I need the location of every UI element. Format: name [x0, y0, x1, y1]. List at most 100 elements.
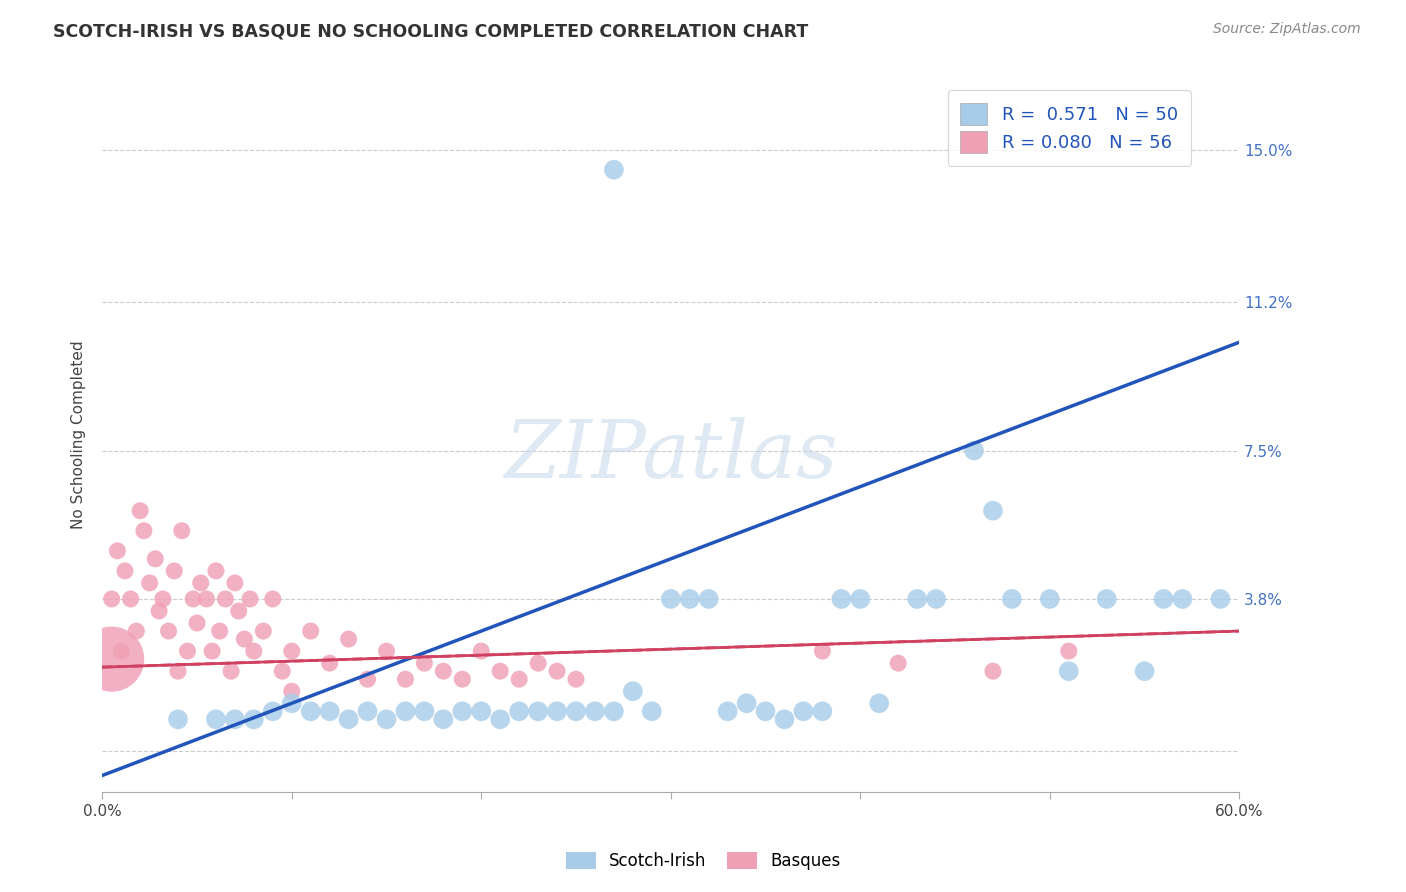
Point	[1057, 644, 1080, 658]
Point	[603, 162, 626, 177]
Point	[190, 575, 212, 590]
Point	[963, 443, 986, 458]
Point	[470, 644, 492, 658]
Point	[451, 672, 474, 686]
Point	[546, 704, 568, 718]
Point	[641, 704, 664, 718]
Point	[583, 704, 606, 718]
Point	[470, 704, 492, 718]
Point	[152, 591, 174, 606]
Point	[868, 696, 890, 710]
Text: ZIPatlas: ZIPatlas	[503, 417, 838, 495]
Point	[125, 624, 148, 638]
Point	[1209, 591, 1232, 606]
Point	[205, 564, 228, 578]
Point	[451, 704, 474, 718]
Point	[214, 591, 236, 606]
Point	[432, 664, 454, 678]
Point	[925, 591, 948, 606]
Point	[132, 524, 155, 538]
Legend: R =  0.571   N = 50, R = 0.080   N = 56: R = 0.571 N = 50, R = 0.080 N = 56	[948, 90, 1191, 166]
Point	[163, 564, 186, 578]
Point	[100, 652, 122, 666]
Point	[262, 704, 284, 718]
Point	[830, 591, 852, 606]
Point	[280, 696, 302, 710]
Point	[1039, 591, 1062, 606]
Point	[697, 591, 720, 606]
Point	[621, 684, 644, 698]
Point	[394, 704, 416, 718]
Point	[811, 644, 834, 658]
Point	[233, 632, 256, 646]
Point	[195, 591, 218, 606]
Point	[176, 644, 198, 658]
Point	[489, 664, 512, 678]
Point	[280, 644, 302, 658]
Point	[208, 624, 231, 638]
Point	[981, 664, 1004, 678]
Legend: Scotch-Irish, Basques: Scotch-Irish, Basques	[560, 845, 846, 877]
Point	[186, 615, 208, 630]
Point	[201, 644, 224, 658]
Point	[356, 704, 378, 718]
Point	[508, 704, 530, 718]
Y-axis label: No Schooling Completed: No Schooling Completed	[72, 340, 86, 529]
Point	[181, 591, 204, 606]
Point	[228, 604, 250, 618]
Point	[565, 672, 588, 686]
Point	[239, 591, 262, 606]
Point	[1001, 591, 1024, 606]
Point	[1171, 591, 1194, 606]
Point	[105, 544, 128, 558]
Point	[413, 656, 436, 670]
Point	[754, 704, 776, 718]
Point	[243, 644, 266, 658]
Point	[224, 712, 246, 726]
Point	[1153, 591, 1175, 606]
Point	[773, 712, 796, 726]
Point	[148, 604, 170, 618]
Point	[167, 712, 190, 726]
Point	[280, 684, 302, 698]
Point	[356, 672, 378, 686]
Point	[157, 624, 180, 638]
Point	[299, 704, 322, 718]
Point	[981, 504, 1004, 518]
Point	[143, 552, 166, 566]
Point	[905, 591, 928, 606]
Point	[337, 712, 360, 726]
Point	[262, 591, 284, 606]
Point	[887, 656, 910, 670]
Point	[1057, 664, 1080, 678]
Point	[375, 644, 398, 658]
Point	[565, 704, 588, 718]
Point	[129, 504, 152, 518]
Point	[224, 575, 246, 590]
Point	[489, 712, 512, 726]
Point	[252, 624, 274, 638]
Point	[120, 591, 142, 606]
Point	[508, 672, 530, 686]
Point	[114, 564, 136, 578]
Point	[717, 704, 740, 718]
Point	[110, 644, 132, 658]
Point	[318, 656, 340, 670]
Point	[271, 664, 294, 678]
Text: SCOTCH-IRISH VS BASQUE NO SCHOOLING COMPLETED CORRELATION CHART: SCOTCH-IRISH VS BASQUE NO SCHOOLING COMP…	[53, 22, 808, 40]
Point	[849, 591, 872, 606]
Point	[375, 712, 398, 726]
Point	[394, 672, 416, 686]
Point	[1095, 591, 1118, 606]
Point	[243, 712, 266, 726]
Point	[432, 712, 454, 726]
Point	[735, 696, 758, 710]
Point	[299, 624, 322, 638]
Point	[138, 575, 160, 590]
Point	[659, 591, 682, 606]
Point	[527, 656, 550, 670]
Point	[219, 664, 242, 678]
Point	[603, 704, 626, 718]
Point	[337, 632, 360, 646]
Point	[170, 524, 193, 538]
